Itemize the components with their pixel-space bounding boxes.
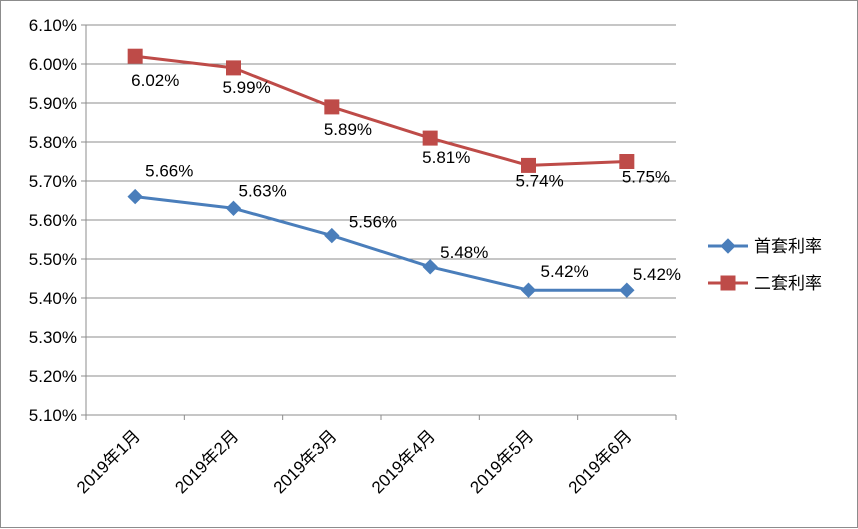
data-point-marker bbox=[226, 60, 241, 76]
legend-label: 首套利率 bbox=[754, 237, 822, 257]
data-point-marker bbox=[422, 130, 438, 146]
y-tick-label: 5.10% bbox=[29, 406, 77, 425]
data-label: 5.56% bbox=[349, 213, 397, 232]
data-point-marker bbox=[324, 99, 340, 115]
data-point-marker bbox=[619, 282, 635, 298]
y-tick-label: 5.60% bbox=[29, 211, 77, 230]
data-label: 6.02% bbox=[131, 71, 179, 90]
y-tick-label: 6.00% bbox=[29, 55, 77, 74]
data-point-marker bbox=[521, 157, 536, 173]
y-tick-label: 5.70% bbox=[29, 172, 77, 191]
data-point-marker bbox=[127, 188, 143, 205]
y-tick-label: 5.20% bbox=[29, 367, 77, 386]
y-tick-label: 5.90% bbox=[29, 94, 77, 113]
x-tick-label: 2019年3月 bbox=[270, 426, 341, 497]
data-label: 5.74% bbox=[516, 171, 564, 190]
data-point-marker bbox=[619, 154, 635, 169]
x-tick-label: 2019年2月 bbox=[171, 426, 242, 497]
data-label: 5.63% bbox=[239, 181, 287, 200]
data-label: 5.48% bbox=[440, 243, 488, 262]
data-label: 5.81% bbox=[422, 148, 470, 167]
series-line bbox=[134, 54, 627, 167]
x-tick-label: 2019年1月 bbox=[73, 426, 144, 497]
legend-marker bbox=[720, 275, 736, 291]
data-label: 5.42% bbox=[541, 262, 589, 281]
series-line bbox=[134, 195, 627, 292]
data-label: 5.75% bbox=[622, 168, 670, 187]
legend-marker bbox=[720, 238, 736, 254]
y-tick-label: 5.80% bbox=[29, 133, 77, 152]
x-tick-label: 2019年4月 bbox=[368, 426, 439, 497]
data-point-marker bbox=[520, 282, 537, 298]
data-point-marker bbox=[225, 200, 242, 217]
x-tick-label: 2019年5月 bbox=[466, 426, 537, 497]
data-point-marker bbox=[127, 48, 143, 64]
data-point-marker bbox=[324, 227, 340, 244]
x-tick-label: 2019年6月 bbox=[565, 426, 636, 497]
y-tick-label: 5.50% bbox=[29, 250, 77, 269]
data-label: 5.89% bbox=[324, 120, 372, 139]
y-tick-label: 5.30% bbox=[29, 328, 77, 347]
data-label: 5.66% bbox=[145, 162, 193, 181]
legend-label: 二套利率 bbox=[754, 274, 822, 294]
y-tick-label: 6.10% bbox=[29, 16, 77, 35]
data-label: 5.99% bbox=[223, 78, 271, 97]
y-tick-label: 5.40% bbox=[29, 289, 77, 308]
data-point-marker bbox=[422, 259, 438, 275]
data-label: 5.42% bbox=[633, 265, 681, 284]
